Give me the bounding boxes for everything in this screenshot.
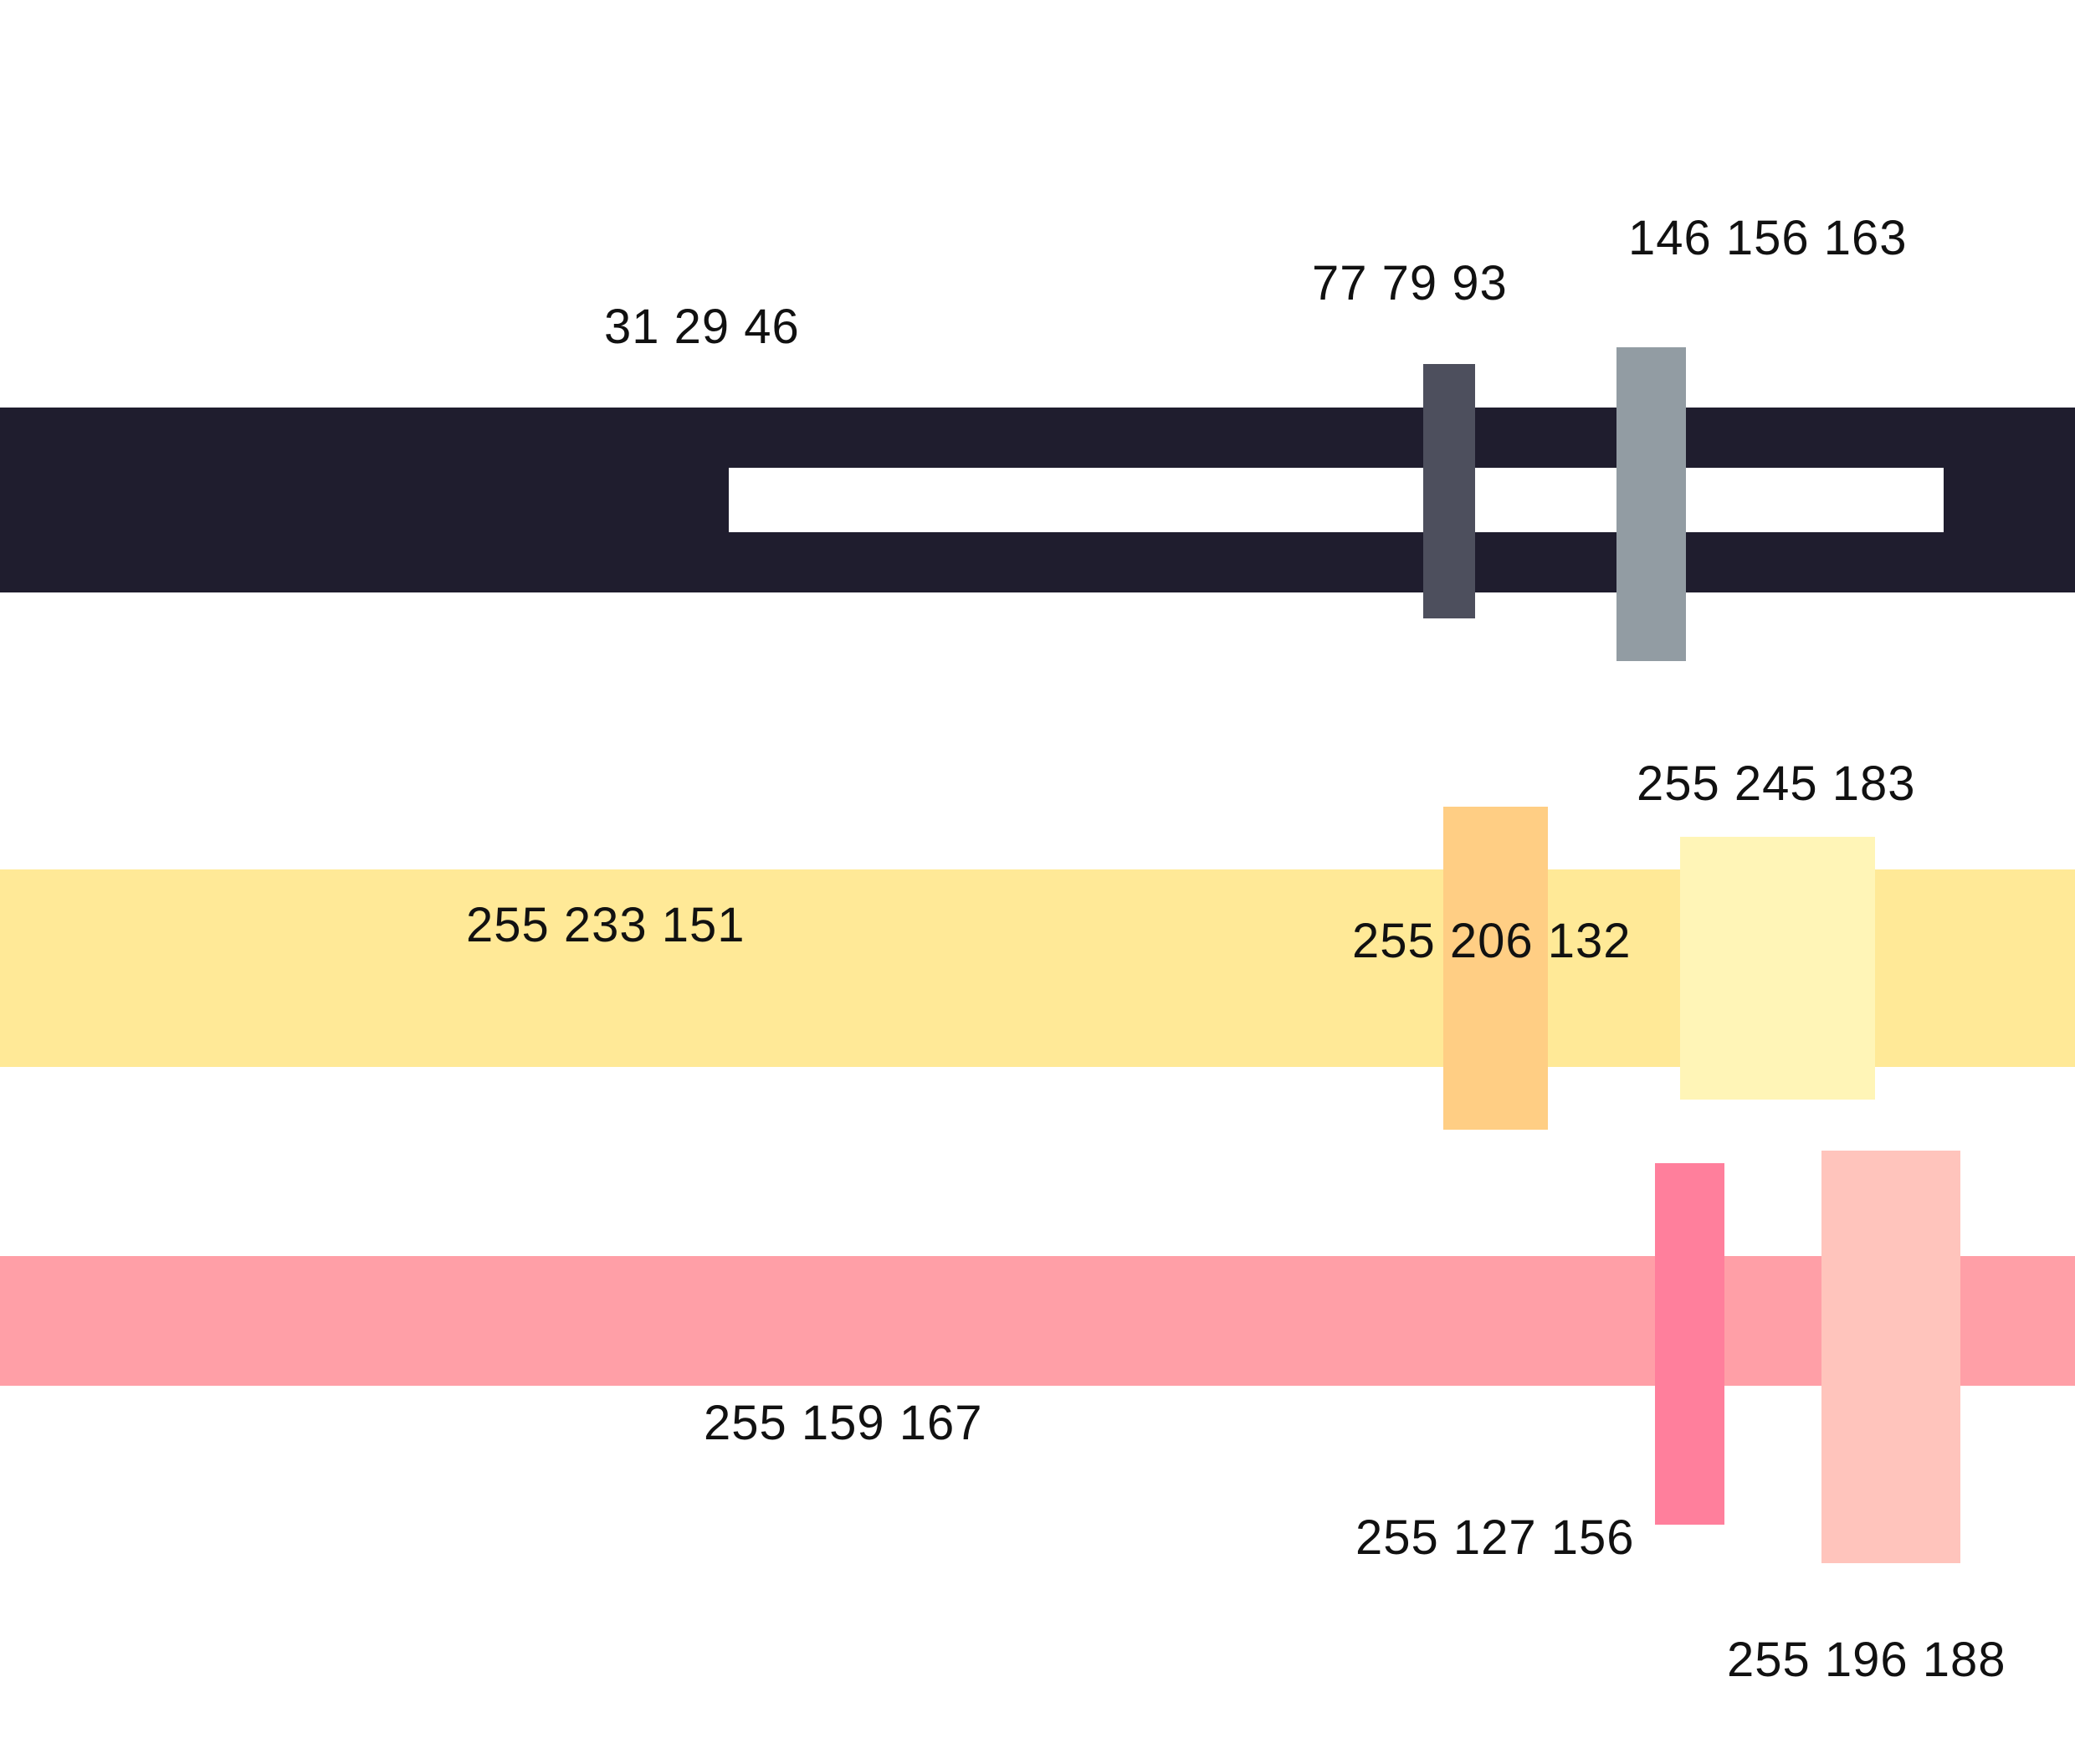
yellow-swatch-1 [1443, 807, 1548, 1130]
dark-main-label: 31 29 46 [604, 300, 800, 354]
yellow-main-label: 255 233 151 [466, 898, 745, 952]
yellow-swatch-1-label: 255 206 132 [1352, 914, 1632, 968]
pink-swatch-2 [1821, 1151, 1960, 1563]
yellow-swatch-2-label: 255 245 183 [1637, 756, 1916, 811]
dark-swatch-1 [1423, 364, 1475, 618]
dark-swatch-2 [1616, 347, 1686, 661]
pink-main-stripe [0, 1256, 2075, 1386]
pink-swatch-2-label: 255 196 188 [1727, 1633, 2006, 1687]
white-inner-strip [729, 468, 1944, 532]
pink-swatch-1 [1655, 1163, 1724, 1525]
yellow-swatch-2 [1680, 837, 1875, 1100]
dark-swatch-1-label: 77 79 93 [1312, 256, 1508, 310]
dark-swatch-2-label: 146 156 163 [1628, 211, 1908, 265]
pink-swatch-1-label: 255 127 156 [1355, 1510, 1635, 1565]
pink-main-label: 255 159 167 [704, 1396, 983, 1450]
